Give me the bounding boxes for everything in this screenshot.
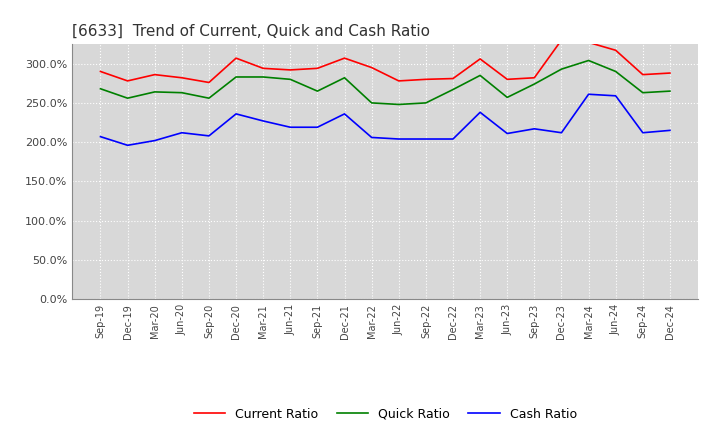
Cash Ratio [232,111,240,117]
Quick Ratio [611,69,620,74]
Cash Ratio [313,125,322,130]
Current Ratio [150,72,159,77]
Cash Ratio [204,133,213,139]
Current Ratio [232,55,240,61]
Current Ratio [611,48,620,53]
Quick Ratio [341,75,349,81]
Cash Ratio [341,111,349,117]
Text: [6633]  Trend of Current, Quick and Cash Ratio: [6633] Trend of Current, Quick and Cash … [72,24,430,39]
Quick Ratio [449,87,457,92]
Quick Ratio [178,90,186,95]
Cash Ratio [476,110,485,115]
Quick Ratio [150,89,159,95]
Cash Ratio [150,138,159,143]
Current Ratio [476,56,485,62]
Quick Ratio [395,102,403,107]
Quick Ratio [313,88,322,94]
Current Ratio [259,66,268,71]
Cash Ratio [530,126,539,132]
Legend: Current Ratio, Quick Ratio, Cash Ratio: Current Ratio, Quick Ratio, Cash Ratio [189,403,582,425]
Quick Ratio [123,95,132,101]
Line: Current Ratio: Current Ratio [101,40,670,82]
Cash Ratio [259,118,268,124]
Quick Ratio [232,74,240,80]
Current Ratio [639,72,647,77]
Current Ratio [178,75,186,81]
Quick Ratio [476,73,485,78]
Current Ratio [530,75,539,81]
Current Ratio [665,70,674,76]
Cash Ratio [665,128,674,133]
Quick Ratio [530,81,539,87]
Cash Ratio [557,130,566,136]
Quick Ratio [421,100,430,106]
Cash Ratio [96,134,105,139]
Quick Ratio [367,100,376,106]
Quick Ratio [503,95,511,100]
Cash Ratio [123,143,132,148]
Cash Ratio [178,130,186,136]
Current Ratio [313,66,322,71]
Current Ratio [584,40,593,45]
Current Ratio [341,55,349,61]
Current Ratio [421,77,430,82]
Current Ratio [557,37,566,43]
Quick Ratio [286,77,294,82]
Cash Ratio [639,130,647,136]
Quick Ratio [557,66,566,72]
Current Ratio [204,80,213,85]
Current Ratio [96,69,105,74]
Current Ratio [395,78,403,84]
Cash Ratio [584,92,593,97]
Cash Ratio [611,93,620,99]
Cash Ratio [395,136,403,142]
Cash Ratio [449,136,457,142]
Line: Quick Ratio: Quick Ratio [101,60,670,104]
Cash Ratio [367,135,376,140]
Current Ratio [503,77,511,82]
Line: Cash Ratio: Cash Ratio [101,94,670,145]
Quick Ratio [584,58,593,63]
Quick Ratio [96,86,105,92]
Current Ratio [367,65,376,70]
Cash Ratio [503,131,511,136]
Cash Ratio [421,136,430,142]
Current Ratio [123,78,132,84]
Quick Ratio [665,88,674,94]
Quick Ratio [204,95,213,101]
Current Ratio [286,67,294,73]
Current Ratio [449,76,457,81]
Quick Ratio [639,90,647,95]
Cash Ratio [286,125,294,130]
Quick Ratio [259,74,268,80]
